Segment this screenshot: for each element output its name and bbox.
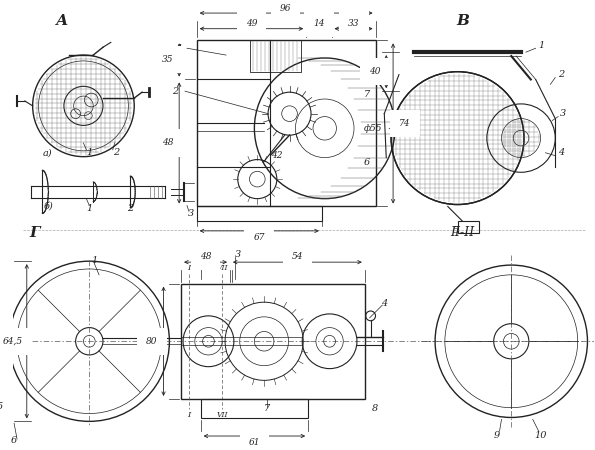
Text: I: I [187, 264, 190, 272]
Text: б): б) [43, 202, 53, 211]
Text: 8: 8 [371, 404, 378, 413]
Text: 48: 48 [200, 252, 211, 261]
Text: А: А [56, 14, 68, 28]
Text: 10: 10 [534, 431, 547, 440]
Text: 9: 9 [493, 431, 500, 440]
Text: 2: 2 [112, 148, 119, 157]
Text: 3: 3 [234, 250, 241, 259]
Text: 3: 3 [188, 209, 194, 218]
Text: 48: 48 [162, 139, 173, 148]
Text: 40: 40 [369, 67, 380, 76]
Text: 3: 3 [560, 109, 566, 118]
Text: 49: 49 [246, 19, 257, 28]
Text: 7: 7 [364, 90, 370, 99]
Text: ф55: ф55 [364, 124, 382, 133]
Text: I: I [187, 410, 190, 419]
Text: а): а) [42, 148, 52, 157]
Text: II-II: II-II [450, 226, 475, 239]
Bar [197, 207, 322, 221]
Text: 14: 14 [313, 19, 325, 28]
Text: 6: 6 [364, 158, 370, 167]
Text: 1: 1 [538, 41, 545, 50]
Text: VII: VII [217, 410, 228, 419]
Text: 96: 96 [280, 4, 292, 13]
Bar [250, 40, 301, 72]
Text: 1: 1 [86, 204, 92, 213]
Text: Б: Б [246, 14, 259, 28]
Text: 80: 80 [146, 337, 158, 346]
Text: 74: 74 [399, 119, 411, 128]
Text: 5: 5 [453, 226, 459, 235]
Text: 2: 2 [558, 70, 565, 79]
Bar [201, 399, 308, 418]
Text: 4: 4 [381, 299, 387, 308]
Text: 54: 54 [292, 252, 303, 261]
Text: 42: 42 [271, 151, 283, 160]
Text: 1: 1 [86, 148, 92, 157]
Text: 4: 4 [558, 148, 565, 157]
Text: 67: 67 [253, 233, 265, 242]
Text: 61: 61 [249, 438, 260, 447]
Bar [458, 221, 479, 233]
Text: 6: 6 [11, 436, 17, 446]
Bar [197, 40, 375, 207]
Text: VII: VII [217, 264, 228, 272]
Text: 1: 1 [91, 256, 98, 265]
Text: 33: 33 [348, 19, 360, 28]
Text: 2: 2 [127, 204, 133, 213]
Text: 35: 35 [162, 55, 173, 64]
Text: 1: 1 [176, 44, 182, 53]
Text: 7: 7 [264, 404, 270, 413]
Text: 2: 2 [199, 250, 206, 259]
Text: 5: 5 [0, 402, 2, 411]
Text: Г: Г [29, 226, 40, 240]
Text: 64,5: 64,5 [3, 337, 23, 346]
Bar [181, 284, 365, 399]
Text: 2: 2 [172, 87, 178, 96]
Text: В: В [456, 14, 469, 28]
